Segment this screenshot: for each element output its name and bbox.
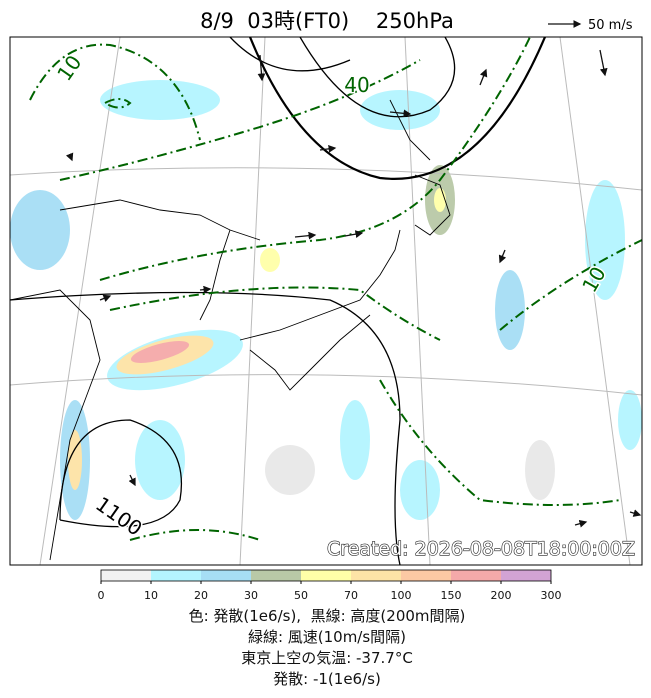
colorbar-tick-label: 20 — [194, 589, 208, 602]
colorbar-tick-label: 10 — [144, 589, 158, 602]
scale-label: 50 m/s — [588, 18, 633, 33]
divergence-shading — [10, 80, 642, 520]
graticule — [10, 37, 642, 565]
colorbar-tick-label: 30 — [244, 589, 258, 602]
map-frame — [9, 36, 643, 566]
caption-line: 色: 発散(1e6/s), 黒線: 高度(200m間隔) — [189, 607, 466, 625]
caption-line: 発散: -1(1e6/s) — [273, 670, 381, 688]
colorbar-tick-label: 0 — [98, 589, 105, 602]
colorbar-tick-label: 50 — [294, 589, 308, 602]
colorbar-tick-label: 100 — [391, 589, 412, 602]
wind-arrows — [65, 49, 642, 528]
caption-line: 東京上空の気温: -37.7°C — [241, 649, 413, 667]
colorbar-tick-label: 150 — [441, 589, 462, 602]
colorbar-segment — [201, 570, 251, 581]
colorbar-tick-label: 200 — [491, 589, 512, 602]
coastline — [10, 99, 451, 561]
wind-contours — [29, 37, 642, 541]
colorbar-segment — [251, 570, 301, 581]
colorbar-tick-label: 70 — [344, 589, 358, 602]
colorbar-segment — [401, 570, 451, 581]
caption-line: 緑線: 風速(10m/s間隔) — [248, 628, 406, 646]
colorbar-segment — [351, 570, 401, 581]
colorbar-frame — [100, 569, 552, 582]
title: 8/9 03時(FT0) 250hPa — [200, 9, 454, 33]
height-contours — [10, 37, 547, 565]
colorbar-segment — [301, 570, 351, 581]
colorbar-segment — [501, 570, 551, 581]
contour-label: 40 — [344, 73, 369, 97]
colorbar-segment — [101, 570, 151, 581]
colorbar: 0 10 20 30 50 70 100 150 200 300 — [98, 569, 562, 602]
colorbar-segment — [451, 570, 501, 581]
colorbar-tick-label: 300 — [541, 589, 562, 602]
colorbar-segment — [151, 570, 201, 581]
created-label: Created: 2026-08-08T18:00:00Z — [327, 538, 635, 560]
